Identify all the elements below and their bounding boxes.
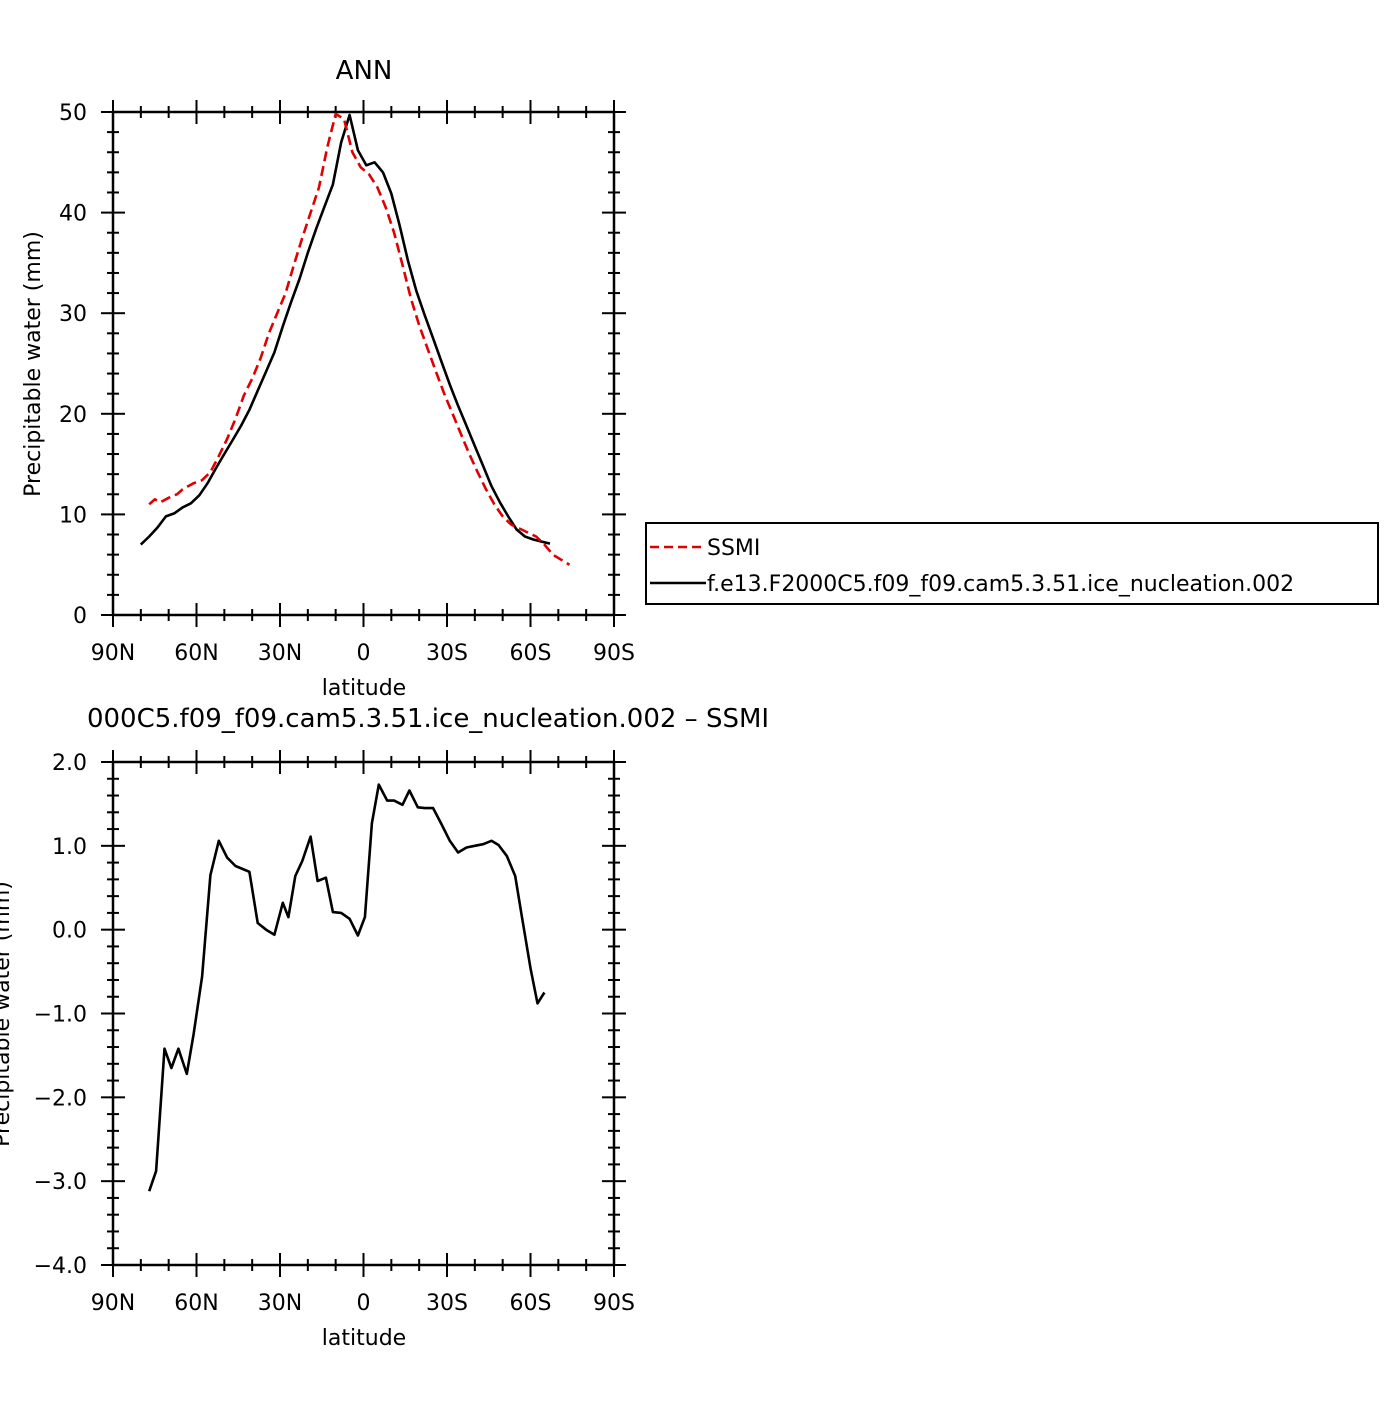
x-tick-label: 0 bbox=[357, 641, 371, 666]
bottom-x-tick-labels: 90N 60N 30N 0 30S 60S 90S bbox=[91, 1291, 635, 1316]
x-tick-label: 60S bbox=[510, 641, 552, 666]
y-tick-label: 20 bbox=[59, 403, 87, 428]
x-tick-label: 60N bbox=[174, 641, 218, 666]
bottom-chart-panel: 000C5.f09_f09.cam5.3.51.ice_nucleation.0… bbox=[0, 704, 769, 1351]
top-chart-title: ANN bbox=[336, 56, 393, 86]
legend-box bbox=[645, 522, 1379, 605]
y-tick-label: 30 bbox=[59, 302, 87, 327]
bottom-x-axis-label: latitude bbox=[322, 1326, 406, 1351]
y-tick-label: 2.0 bbox=[52, 751, 87, 776]
x-tick-label: 30S bbox=[426, 641, 468, 666]
x-tick-label: 0 bbox=[357, 1291, 371, 1316]
y-tick-label: 0 bbox=[73, 604, 87, 629]
x-tick-label: 90N bbox=[91, 641, 135, 666]
x-tick-label: 60S bbox=[510, 1291, 552, 1316]
bottom-y-tick-labels: −4.0 −3.0 −2.0 −1.0 0.0 1.0 2.0 bbox=[34, 751, 87, 1279]
series-line-difference bbox=[147, 783, 546, 1192]
y-tick-label: −1.0 bbox=[34, 1003, 87, 1028]
bottom-y-axis-label: Precipitable water (mm) bbox=[0, 881, 15, 1147]
legend: SSMI f.e13.F2000C5.f09_f09.cam5.3.51.ice… bbox=[645, 522, 1379, 605]
legend-entry-ssmi: SSMI bbox=[707, 536, 760, 561]
y-tick-label: 40 bbox=[59, 202, 87, 227]
y-tick-label: −4.0 bbox=[34, 1254, 87, 1279]
x-tick-label: 30S bbox=[426, 1291, 468, 1316]
top-x-axis-label: latitude bbox=[322, 676, 406, 701]
x-tick-label: 30N bbox=[258, 1291, 302, 1316]
legend-entry-model: f.e13.F2000C5.f09_f09.cam5.3.51.ice_nucl… bbox=[707, 572, 1294, 597]
top-series-lines bbox=[139, 112, 571, 566]
top-chart-panel: ANN 90N 60N 30N 0 30S 60S 90S 0 10 20 30 40 50 lati… bbox=[21, 56, 635, 701]
top-y-tick-labels: 0 10 20 30 40 50 bbox=[59, 101, 87, 629]
y-tick-label: 0.0 bbox=[52, 919, 87, 944]
x-tick-label: 60N bbox=[174, 1291, 218, 1316]
top-x-tick-labels: 90N 60N 30N 0 30S 60S 90S bbox=[91, 641, 635, 666]
bottom-series-lines bbox=[147, 783, 546, 1192]
bottom-axis-ticks bbox=[101, 750, 626, 1277]
y-tick-label: 50 bbox=[59, 101, 87, 126]
series-line-ssmi bbox=[148, 112, 571, 566]
x-tick-label: 90S bbox=[593, 1291, 635, 1316]
bottom-plot-frame bbox=[111, 760, 616, 1267]
y-tick-label: 10 bbox=[59, 503, 87, 528]
x-tick-label: 30N bbox=[258, 641, 302, 666]
bottom-chart-title: 000C5.f09_f09.cam5.3.51.ice_nucleation.0… bbox=[87, 704, 769, 734]
y-tick-label: −2.0 bbox=[34, 1086, 87, 1111]
y-tick-label: −3.0 bbox=[34, 1170, 87, 1195]
top-axis-ticks bbox=[101, 100, 626, 627]
top-y-axis-label: Precipitable water (mm) bbox=[21, 231, 46, 497]
x-tick-label: 90N bbox=[91, 1291, 135, 1316]
x-tick-label: 90S bbox=[593, 641, 635, 666]
y-tick-label: 1.0 bbox=[52, 835, 87, 860]
